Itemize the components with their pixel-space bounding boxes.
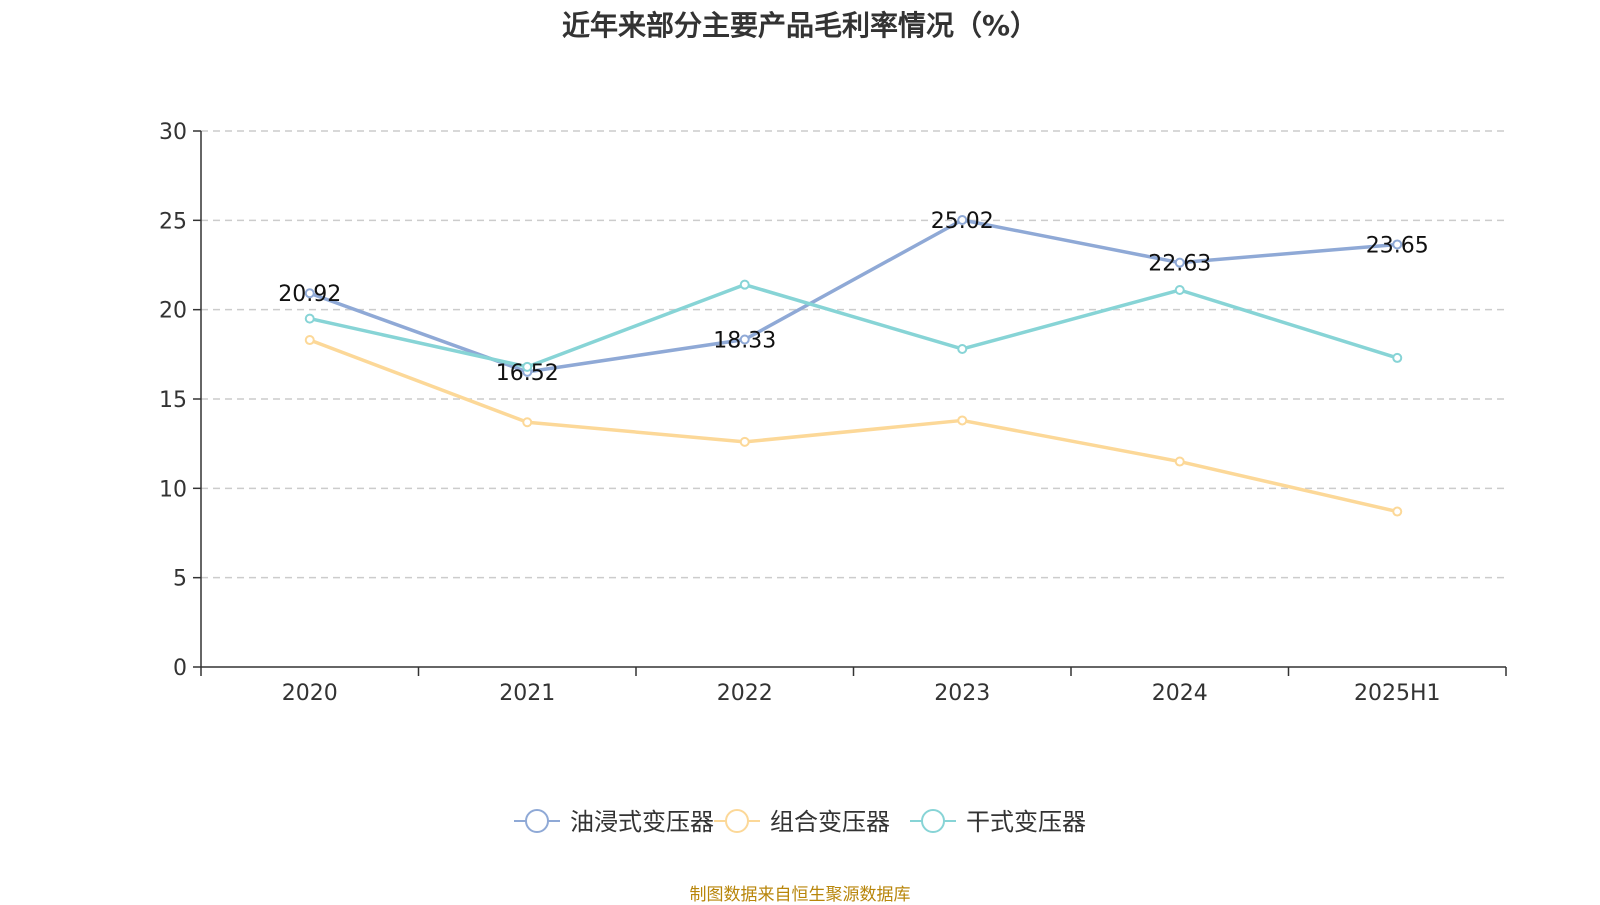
legend-label-油浸式变压器: 油浸式变压器 [570,808,714,836]
x-tick-label-2023: 2023 [934,681,990,706]
series-lines [304,214,1403,517]
data-label-油浸式变压器-2025H1: 23.65 [1366,233,1429,258]
data-label-油浸式变压器-2020: 20.92 [278,282,341,307]
point-组合变压器-2024 [1174,456,1185,467]
point-干式变压器-2020 [304,313,315,324]
point-组合变压器-2025H1 [1392,506,1403,517]
point-油浸式变压器-2024 [1174,257,1185,268]
point-干式变压器-2022 [739,279,750,290]
legend-marker-icon [525,809,549,833]
y-tick-label-15: 15 [159,388,187,413]
data-label-油浸式变压器-2024: 22.63 [1148,252,1211,277]
point-干式变压器-2025H1 [1392,352,1403,363]
data-label-油浸式变压器-2023: 25.02 [931,209,994,234]
point-组合变压器-2023 [957,415,968,426]
series-line-干式变压器 [309,282,1398,369]
point-油浸式变压器-2020 [304,288,315,299]
data-label-油浸式变压器-2022: 18.33 [713,329,776,354]
series-line-组合变压器 [309,338,1398,514]
y-tick-label-25: 25 [159,209,187,234]
x-tick-label-2022: 2022 [717,681,773,706]
point-干式变压器-2024 [1174,285,1185,296]
y-tick-label-0: 0 [173,656,187,681]
legend-label-组合变压器: 组合变压器 [770,808,890,836]
data-labels: 20.92 16.52 18.33 25.02 22.63 23.65 [278,209,1428,386]
point-组合变压器-2021 [522,417,533,428]
point-干式变压器-2021 [522,361,533,372]
legend-marker-icon [725,809,749,833]
legend-item-油浸式变压器[interactable]: 油浸式变压器 [514,808,714,836]
point-油浸式变压器-2022 [739,334,750,345]
point-油浸式变压器-2023 [957,214,968,225]
y-tick-label-10: 10 [159,477,187,502]
legend-label-干式变压器: 干式变压器 [966,808,1086,836]
y-tick-label-20: 20 [159,299,187,324]
grid-lines [201,130,1506,579]
point-干式变压器-2023 [957,343,968,354]
y-tick-label-5: 5 [173,567,187,592]
point-组合变压器-2022 [739,436,750,447]
legend-item-干式变压器[interactable]: 干式变压器 [910,808,1086,836]
series-line-油浸式变压器 [309,218,1398,374]
x-tick-label-2024: 2024 [1152,681,1208,706]
legend-item-组合变压器[interactable]: 组合变压器 [714,808,890,836]
axes: 0 5 10 15 20 25 30 2020 2021 2022 2023 2024 2025H1 [159,120,1507,706]
y-tick-label-30: 30 [159,120,187,145]
chart-title: 近年来部分主要产品毛利率情况（%） [561,9,1039,42]
source-note: 制图数据来自恒生聚源数据库 [689,885,911,905]
legend-marker-icon [921,809,945,833]
point-组合变压器-2020 [304,335,315,346]
x-tick-label-2025H1: 2025H1 [1354,681,1441,706]
data-label-油浸式变压器-2021: 16.52 [496,361,559,386]
x-tick-label-2021: 2021 [499,681,555,706]
legend: 油浸式变压器 组合变压器 干式变压器 [514,808,1086,836]
x-tick-label-2020: 2020 [282,681,338,706]
point-油浸式变压器-2025H1 [1392,239,1403,250]
